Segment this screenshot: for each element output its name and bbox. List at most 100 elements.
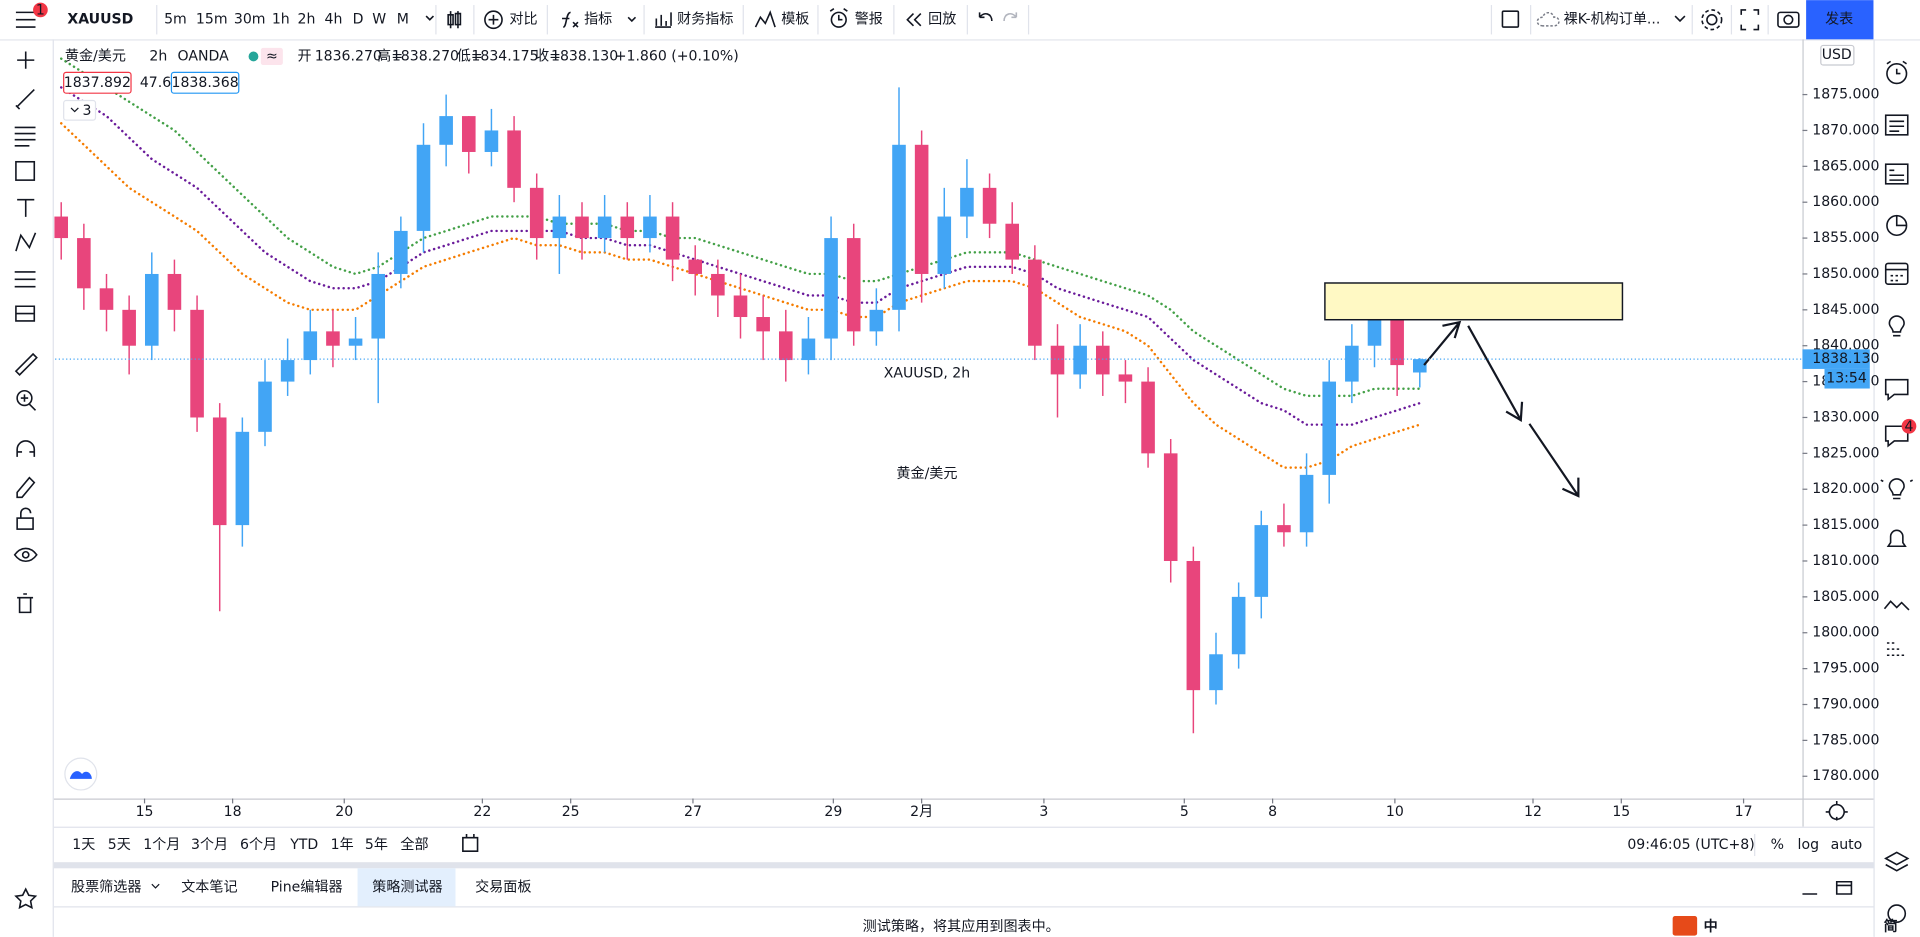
publish-button[interactable] bbox=[1806, 0, 1874, 40]
buy-badge[interactable] bbox=[170, 71, 240, 94]
tab-chevron bbox=[151, 883, 160, 889]
moving-average bbox=[60, 86, 1422, 426]
interval[interactable]: 30m bbox=[234, 12, 266, 28]
candle-body bbox=[144, 273, 159, 346]
ohlc-label: 低= bbox=[457, 48, 483, 64]
x-tick-label: 3 bbox=[1039, 804, 1048, 820]
scale-option[interactable]: auto bbox=[1831, 837, 1863, 853]
toolbar-separators bbox=[156, 5, 1769, 35]
y-tick-label: 1790.000 bbox=[1812, 696, 1879, 712]
candle-body bbox=[1005, 223, 1020, 260]
y-tick-label: 1855.000 bbox=[1812, 230, 1879, 246]
candle-body bbox=[1163, 453, 1178, 561]
candle-body bbox=[733, 295, 748, 318]
y-tick-label: 1865.000 bbox=[1812, 158, 1879, 174]
candle-body bbox=[394, 230, 408, 274]
interval[interactable]: 4h bbox=[324, 12, 342, 28]
range-button[interactable]: 1个月 bbox=[143, 837, 180, 853]
panel-tab[interactable]: 文本笔记 bbox=[181, 879, 237, 895]
interval[interactable]: 5m bbox=[164, 12, 187, 28]
candle-body bbox=[507, 130, 521, 188]
sell-badge[interactable] bbox=[63, 71, 132, 94]
candle-body bbox=[1412, 359, 1427, 373]
range-button[interactable]: 1年 bbox=[331, 837, 354, 853]
y-tick-label: 1825.000 bbox=[1812, 445, 1879, 461]
panel-controls bbox=[1802, 880, 1853, 895]
menu-badge-dot bbox=[33, 2, 48, 18]
y-tick-label: 1810.000 bbox=[1812, 553, 1879, 569]
candle-body bbox=[77, 238, 91, 289]
range-button[interactable]: 6个月 bbox=[240, 837, 277, 853]
ime-logo bbox=[1672, 916, 1698, 936]
symbol[interactable]: XAUUSD bbox=[67, 12, 133, 28]
candle-body bbox=[937, 216, 952, 274]
x-tick-label: 17 bbox=[1735, 804, 1753, 820]
active-tab bbox=[357, 868, 456, 907]
candle-body bbox=[1028, 259, 1042, 346]
layout-name[interactable]: 裸K-机构订单... bbox=[1564, 12, 1661, 28]
interval[interactable]: 1h bbox=[272, 12, 290, 28]
x-tick-label: 22 bbox=[473, 804, 491, 820]
scale-option[interactable]: log bbox=[1798, 837, 1819, 853]
x-tick-label: 8 bbox=[1268, 804, 1277, 820]
watermark-name: 黄金/美元 bbox=[896, 465, 957, 482]
ohlc-value: 1834.175 bbox=[471, 48, 538, 64]
legend-title: 黄金/美元 bbox=[65, 47, 126, 64]
ohlc-label: 开 bbox=[298, 48, 312, 64]
interval[interactable]: M bbox=[397, 12, 409, 28]
candle-body bbox=[575, 216, 589, 239]
ohlc-label: 收= bbox=[535, 48, 561, 64]
toolbar-button[interactable]: 指标 bbox=[584, 12, 612, 28]
interval[interactable]: 15m bbox=[196, 12, 228, 28]
candle-body bbox=[1390, 309, 1404, 366]
y-tick-label: 1815.000 bbox=[1812, 517, 1879, 533]
candle-body bbox=[801, 338, 816, 361]
panel-splitter bbox=[53, 862, 1874, 869]
candle-body bbox=[756, 317, 770, 332]
candle-body bbox=[484, 130, 499, 152]
interval[interactable]: W bbox=[372, 12, 386, 28]
legend-wave: ≈ bbox=[266, 48, 278, 64]
candle-body bbox=[1095, 345, 1110, 375]
candle-body bbox=[258, 381, 272, 432]
candle-body bbox=[1345, 345, 1359, 382]
toolbar-button[interactable]: 财务指标 bbox=[677, 12, 733, 28]
ohlc-value: 1836.270 bbox=[315, 48, 382, 64]
x-tick-label: 27 bbox=[684, 804, 702, 820]
range-button[interactable]: 1天 bbox=[72, 837, 95, 853]
last-price-tag bbox=[1802, 349, 1870, 369]
candle-body bbox=[1209, 654, 1223, 691]
ohlc-value: 1838.130 bbox=[551, 48, 618, 64]
panel-tab[interactable]: 策略测试器 bbox=[372, 878, 442, 895]
range-button[interactable]: 3个月 bbox=[191, 837, 228, 853]
collapse-button[interactable] bbox=[63, 99, 97, 121]
range-button[interactable]: 5年 bbox=[365, 837, 388, 853]
panel-tab[interactable]: 交易面板 bbox=[475, 878, 531, 895]
moving-average bbox=[60, 57, 1422, 398]
toolbar-button[interactable]: 模板 bbox=[781, 12, 809, 28]
range-button[interactable]: 5天 bbox=[108, 837, 131, 853]
clock: 09:46:05 (UTC+8) bbox=[1627, 837, 1754, 853]
candle-body bbox=[1299, 474, 1314, 533]
publish-label: 发表 bbox=[1825, 12, 1853, 28]
countdown-tag bbox=[1824, 368, 1870, 389]
chart-plot bbox=[54, 57, 1808, 804]
range-button[interactable]: 全部 bbox=[400, 836, 428, 853]
y-tick-label: 1780.000 bbox=[1812, 768, 1879, 784]
candle-body bbox=[99, 288, 114, 310]
toolbar-button[interactable]: 对比 bbox=[509, 12, 537, 28]
panel-tab[interactable]: Pine编辑器 bbox=[271, 879, 343, 895]
goto-date-icon bbox=[462, 834, 479, 852]
sell-price: 1837.892 bbox=[64, 75, 131, 91]
panel-tab[interactable]: 股票筛选器 bbox=[71, 879, 141, 895]
interval[interactable]: D bbox=[353, 12, 364, 28]
toolbar-button[interactable]: 回放 bbox=[928, 12, 956, 28]
toolbar-button[interactable]: 警报 bbox=[855, 12, 883, 28]
candle-body bbox=[167, 273, 182, 310]
menu-icon[interactable] bbox=[15, 11, 36, 28]
right-sidebar bbox=[1880, 60, 1917, 923]
candle-body bbox=[529, 187, 544, 239]
scale-option[interactable]: % bbox=[1771, 837, 1784, 853]
interval[interactable]: 2h bbox=[298, 12, 316, 28]
range-button[interactable]: YTD bbox=[289, 837, 318, 853]
